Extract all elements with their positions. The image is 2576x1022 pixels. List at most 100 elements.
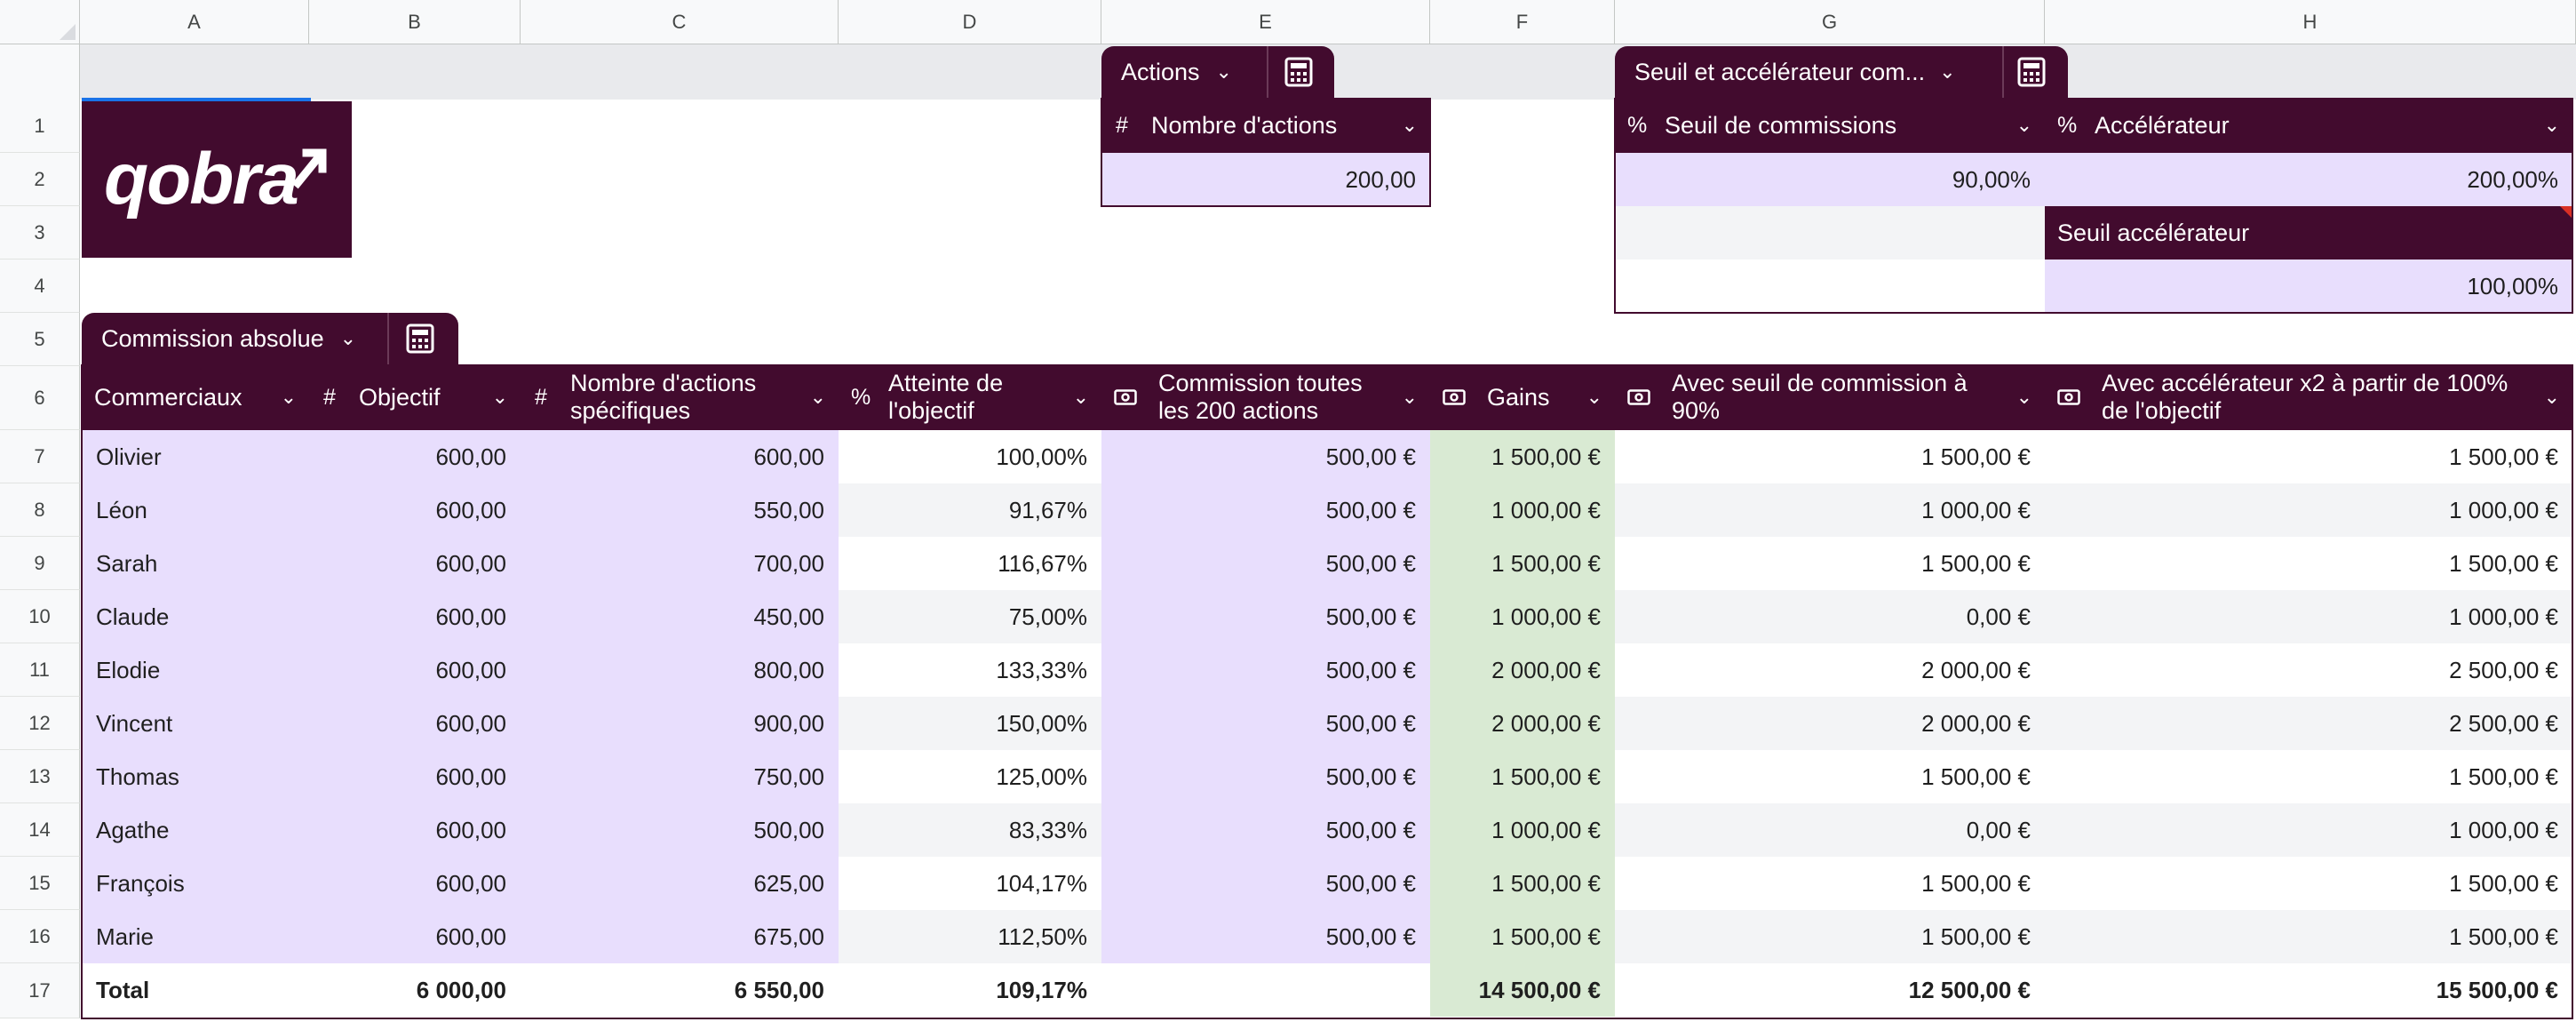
row-header-9[interactable]: 9 — [0, 537, 80, 590]
salesperson-name-cell[interactable]: Thomas — [82, 750, 309, 803]
commission-header-1[interactable]: # Objectif ⌄ — [309, 364, 521, 430]
table-cell[interactable]: 500,00 € — [1101, 483, 1430, 537]
threshold-col1-header[interactable]: % Seuil de commissions ⌄ — [1615, 98, 2045, 153]
salesperson-name-cell[interactable]: Elodie — [82, 643, 309, 697]
row-header-16[interactable]: 16 — [0, 910, 80, 963]
commission-header-3[interactable]: % Atteinte de l'objectif ⌄ — [839, 364, 1101, 430]
table-cell[interactable]: 1 000,00 € — [1615, 483, 2045, 537]
salesperson-name-cell[interactable]: Vincent — [82, 697, 309, 750]
table-cell[interactable]: 1 500,00 € — [1430, 750, 1615, 803]
table-cell[interactable]: 600,00 — [309, 643, 521, 697]
total-cell[interactable]: 6 550,00 — [521, 963, 839, 1017]
row-header-13[interactable]: 13 — [0, 750, 80, 803]
table-cell[interactable]: 1 000,00 € — [2045, 803, 2572, 857]
column-header-c[interactable]: C — [521, 0, 839, 44]
table-cell[interactable]: 800,00 — [521, 643, 839, 697]
table-cell[interactable]: 500,00 € — [1101, 643, 1430, 697]
salesperson-name-cell[interactable]: Marie — [82, 910, 309, 963]
table-cell[interactable]: 600,00 — [309, 803, 521, 857]
table-cell[interactable]: 1 000,00 € — [2045, 483, 2572, 537]
chevron-down-icon[interactable]: ⌄ — [280, 386, 297, 408]
select-all-corner[interactable] — [0, 0, 80, 44]
row-header-3[interactable]: 3 — [0, 206, 80, 259]
chevron-down-icon[interactable]: ⌄ — [2543, 114, 2560, 136]
commission-header-6[interactable]: Avec seuil de commission à 90% ⌄ — [1615, 364, 2045, 430]
commission-table-chip[interactable]: Commission absolue ⌄ — [82, 313, 458, 364]
table-cell[interactable]: 2 000,00 € — [1615, 643, 2045, 697]
commission-header-4[interactable]: Commission toutes les 200 actions ⌄ — [1101, 364, 1430, 430]
empty-cell[interactable] — [1615, 259, 2045, 313]
table-cell[interactable]: 600,00 — [309, 857, 521, 910]
row-header-1[interactable]: 1 — [0, 100, 80, 153]
column-header-g[interactable]: G — [1615, 0, 2045, 44]
actions-table-chip[interactable]: Actions ⌄ — [1101, 46, 1334, 98]
comment-indicator-icon[interactable] — [2560, 206, 2572, 219]
table-cell[interactable]: 600,00 — [309, 430, 521, 483]
chevron-down-icon[interactable]: ⌄ — [809, 386, 826, 408]
table-cell[interactable]: 116,67% — [839, 537, 1101, 590]
table-cell[interactable]: 1 000,00 € — [2045, 590, 2572, 643]
accelerator-value-cell[interactable]: 200,00% — [2045, 153, 2572, 206]
table-cell[interactable]: 112,50% — [839, 910, 1101, 963]
table-cell[interactable]: 0,00 € — [1615, 803, 2045, 857]
table-cell[interactable]: 500,00 € — [1101, 750, 1430, 803]
table-cell[interactable]: 600,00 — [309, 697, 521, 750]
row-header-8[interactable]: 8 — [0, 483, 80, 537]
salesperson-name-cell[interactable]: Agathe — [82, 803, 309, 857]
table-cell[interactable]: 500,00 — [521, 803, 839, 857]
table-cell[interactable]: 83,33% — [839, 803, 1101, 857]
table-cell[interactable]: 600,00 — [521, 430, 839, 483]
table-cell[interactable]: 1 500,00 € — [1615, 910, 2045, 963]
empty-cell[interactable] — [1615, 206, 2045, 259]
row-header-15[interactable]: 15 — [0, 857, 80, 910]
commission-header-0[interactable]: Commerciaux ⌄ — [82, 364, 309, 430]
chevron-down-icon[interactable]: ⌄ — [2543, 386, 2560, 408]
row-header-4[interactable]: 4 — [0, 259, 80, 313]
table-cell[interactable]: 2 000,00 € — [1430, 697, 1615, 750]
table-cell[interactable]: 91,67% — [839, 483, 1101, 537]
table-cell[interactable]: 500,00 € — [1101, 803, 1430, 857]
salesperson-name-cell[interactable]: Claude — [82, 590, 309, 643]
table-cell[interactable]: 900,00 — [521, 697, 839, 750]
row-header-6[interactable]: 6 — [0, 366, 80, 430]
table-cell[interactable]: 500,00 € — [1101, 910, 1430, 963]
table-cell[interactable]: 104,17% — [839, 857, 1101, 910]
table-cell[interactable]: 1 000,00 € — [1430, 803, 1615, 857]
salesperson-name-cell[interactable]: Sarah — [82, 537, 309, 590]
column-header-e[interactable]: E — [1101, 0, 1430, 44]
total-cell[interactable]: 14 500,00 € — [1430, 963, 1615, 1017]
commission-header-2[interactable]: # Nombre d'actions spécifiques ⌄ — [521, 364, 839, 430]
actions-header[interactable]: # Nombre d'actions ⌄ — [1101, 98, 1430, 153]
calculator-icon[interactable] — [1284, 57, 1314, 93]
chevron-down-icon[interactable]: ⌄ — [1215, 60, 1232, 83]
column-header-b[interactable]: B — [309, 0, 521, 44]
accelerator-threshold-value-cell[interactable]: 100,00% — [2045, 259, 2572, 313]
threshold-value-cell[interactable]: 90,00% — [1615, 153, 2045, 206]
table-cell[interactable]: 500,00 € — [1101, 537, 1430, 590]
threshold-table-chip[interactable]: Seuil et accélérateur com... ⌄ — [1615, 46, 2068, 98]
table-cell[interactable]: 600,00 — [309, 590, 521, 643]
table-cell[interactable]: 1 500,00 € — [1615, 430, 2045, 483]
table-cell[interactable]: 125,00% — [839, 750, 1101, 803]
table-cell[interactable]: 1 000,00 € — [1430, 590, 1615, 643]
table-cell[interactable]: 133,33% — [839, 643, 1101, 697]
table-cell[interactable]: 550,00 — [521, 483, 839, 537]
total-cell[interactable]: 15 500,00 € — [2045, 963, 2572, 1017]
salesperson-name-cell[interactable]: Léon — [82, 483, 309, 537]
chevron-down-icon[interactable]: ⌄ — [2015, 386, 2032, 408]
actions-value-cell[interactable]: 200,00 — [1101, 153, 1430, 206]
table-cell[interactable]: 1 500,00 € — [2045, 910, 2572, 963]
table-cell[interactable]: 0,00 € — [1615, 590, 2045, 643]
commission-header-7[interactable]: Avec accélérateur x2 à partir de 100% de… — [2045, 364, 2572, 430]
table-cell[interactable]: 750,00 — [521, 750, 839, 803]
table-cell[interactable]: 500,00 € — [1101, 430, 1430, 483]
chevron-down-icon[interactable]: ⌄ — [1401, 114, 1418, 136]
row-header-12[interactable]: 12 — [0, 697, 80, 750]
total-cell[interactable]: 6 000,00 — [309, 963, 521, 1017]
table-cell[interactable]: 600,00 — [309, 483, 521, 537]
column-header-d[interactable]: D — [839, 0, 1101, 44]
table-cell[interactable]: 500,00 € — [1101, 857, 1430, 910]
table-cell[interactable]: 2 000,00 € — [1430, 643, 1615, 697]
table-cell[interactable]: 1 500,00 € — [1430, 910, 1615, 963]
salesperson-name-cell[interactable]: Olivier — [82, 430, 309, 483]
